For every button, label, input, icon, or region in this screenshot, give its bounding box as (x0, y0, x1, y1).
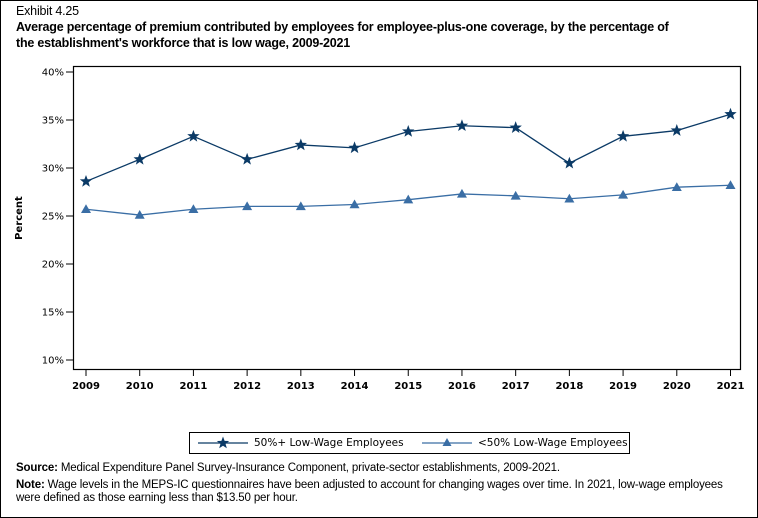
data-point-triangle (403, 194, 414, 204)
legend-label-under50: <50% Low-Wage Employees (478, 437, 628, 449)
data-point-star (348, 141, 361, 154)
line-chart: 10%15%20%25%30%35%40% 2009 2010 2011 2012 20… (14, 65, 745, 392)
x-tick-label: 2018 (555, 381, 583, 392)
source-note: Source: Medical Expenditure Panel Survey… (16, 462, 560, 475)
source-text: Medical Expenditure Panel Survey-Insuran… (57, 462, 560, 474)
exhibit-number: Exhibit 4.25 (16, 4, 79, 18)
data-point-star (616, 129, 630, 142)
legend-label-50plus: 50%+ Low-Wage Employees (254, 437, 404, 449)
data-point-star (509, 121, 522, 133)
source-label: Source: (16, 462, 58, 474)
x-tick-label: 2014 (341, 381, 369, 392)
y-tick-label: 10% (42, 356, 64, 367)
data-point-star (670, 124, 683, 136)
note-text: Wage levels in the MEPS-IC questionnaire… (16, 479, 723, 504)
data-point-star (724, 107, 737, 120)
y-tick-label: 30% (42, 164, 64, 175)
data-point-triangle (188, 204, 199, 214)
x-tick-label: 2020 (663, 381, 691, 392)
data-point-triangle (725, 180, 736, 190)
data-point-triangle (510, 190, 521, 200)
y-tick-label: 35% (42, 116, 64, 127)
y-tick-label: 40% (42, 68, 64, 79)
data-point-triangle (456, 188, 467, 198)
y-axis-label: Percent (14, 196, 25, 240)
x-tick-label: 2017 (502, 381, 530, 392)
y-tick-label: 25% (42, 212, 64, 223)
series-layer (79, 107, 737, 219)
data-point-star (187, 129, 200, 142)
x-axis: 2009 2010 2011 2012 2013 2014 2015 2016 2017 2018… (72, 369, 745, 392)
y-axis: 10% 15% 20% 25% 30% 35% 40% (42, 68, 74, 367)
data-point-triangle (295, 201, 306, 211)
data-point-star (240, 152, 254, 165)
data-point-star (133, 152, 146, 165)
data-point-triangle (81, 204, 91, 214)
chart-title-line1: Average percentage of premium contribute… (16, 20, 669, 34)
data-point-triangle (671, 182, 682, 191)
data-point-triangle (618, 189, 629, 199)
data-point-triangle (134, 210, 145, 219)
y-tick-label: 20% (42, 260, 64, 271)
note-label: Note: (16, 479, 45, 491)
x-tick-label: 2016 (448, 381, 476, 392)
data-point-triangle (349, 199, 360, 209)
data-point-triangle (242, 201, 253, 211)
chart-title-line2: the establishment's workforce that is lo… (16, 36, 351, 50)
x-tick-label: 2010 (126, 381, 154, 392)
x-tick-label: 2019 (609, 381, 637, 392)
legend-triangle-marker-icon (422, 438, 472, 446)
x-tick-label: 2009 (72, 381, 100, 392)
legend-star-marker-icon (198, 436, 248, 449)
data-point-star (455, 119, 469, 132)
x-tick-label: 2021 (717, 381, 745, 392)
y-tick-label: 15% (42, 308, 64, 319)
data-point-triangle (564, 193, 575, 203)
data-point-star (563, 156, 576, 169)
x-tick-label: 2012 (233, 381, 261, 392)
x-tick-label: 2015 (394, 381, 422, 392)
x-tick-label: 2011 (179, 381, 207, 392)
legend-item-50plus: 50%+ Low-Wage Employees (198, 433, 404, 453)
plot-area (72, 65, 742, 371)
data-point-star (402, 125, 415, 137)
data-point-star (294, 138, 308, 151)
legend: 50%+ Low-Wage Employees <50% Low-Wage Em… (189, 432, 630, 454)
footnote: Note: Wage levels in the MEPS-IC questio… (16, 479, 746, 505)
data-point-star (79, 174, 93, 187)
x-tick-label: 2013 (287, 381, 315, 392)
legend-item-under50: <50% Low-Wage Employees (422, 433, 628, 453)
